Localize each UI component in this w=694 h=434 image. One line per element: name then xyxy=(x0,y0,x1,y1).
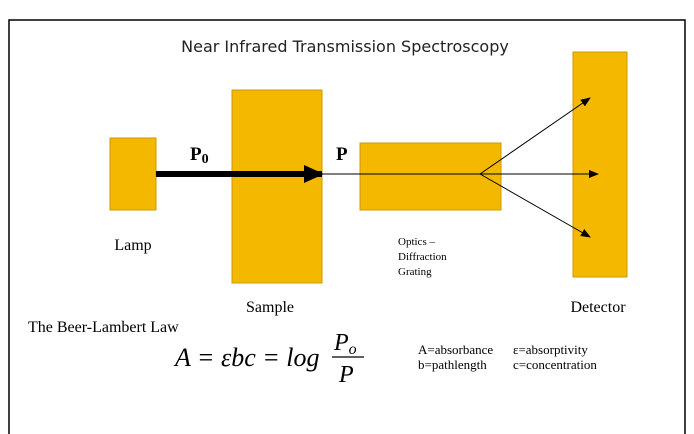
detector-box xyxy=(572,51,628,278)
subscript: 0 xyxy=(202,152,209,167)
legend-item: A=absorbance xyxy=(418,342,493,357)
symbol: P xyxy=(333,330,349,356)
formula-numerator: Po xyxy=(333,330,357,358)
lamp-label: Lamp xyxy=(114,237,151,254)
diffracted-ray xyxy=(479,173,591,238)
frame xyxy=(8,19,686,434)
sample-box xyxy=(231,89,323,284)
sample-label: Sample xyxy=(246,299,294,316)
title: Near Infrared Transmission Spectroscopy xyxy=(181,37,509,56)
optics-label: Grating xyxy=(398,266,432,278)
subscript: o xyxy=(349,341,357,358)
law-title: The Beer-Lambert Law xyxy=(28,319,179,336)
formula-denominator: P xyxy=(338,362,354,388)
optics-label: Diffraction xyxy=(398,251,447,263)
legend-item: c=concentration xyxy=(513,357,597,372)
legend-item: ε=absorptivity xyxy=(513,342,588,357)
legend-item: b=pathlength xyxy=(418,357,487,372)
detector-label: Detector xyxy=(570,299,626,316)
optics-box xyxy=(359,142,502,211)
symbol: P xyxy=(190,144,202,165)
p-label: P xyxy=(336,144,348,165)
formula-lhs: A = εbc = log xyxy=(173,343,320,372)
p0-label: P0 xyxy=(190,144,209,167)
optics-label: Optics – xyxy=(398,236,435,248)
diffracted-ray xyxy=(479,97,591,175)
lamp-box xyxy=(109,137,157,211)
